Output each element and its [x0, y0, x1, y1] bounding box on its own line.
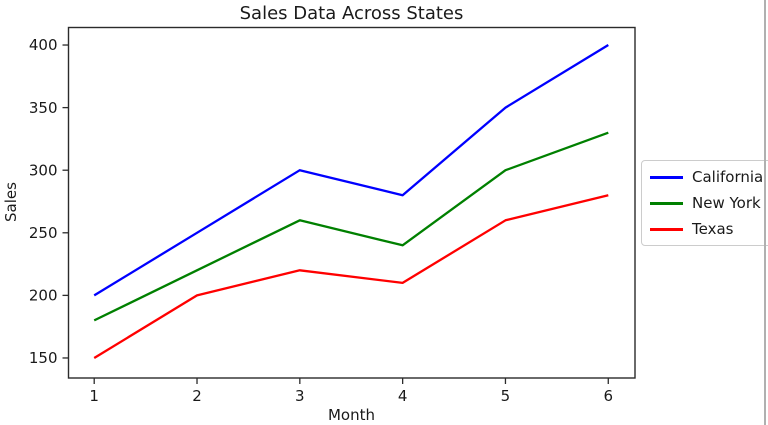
y-tick-label: 400 [29, 36, 58, 54]
y-tick-label: 150 [29, 349, 58, 367]
y-tick-label: 350 [29, 99, 58, 117]
legend: California New York Texas [641, 160, 768, 246]
legend-label: California [692, 168, 764, 186]
x-tick-label: 4 [398, 387, 408, 405]
legend-item: Texas [650, 216, 768, 242]
legend-item: New York [650, 190, 768, 216]
legend-label: New York [692, 194, 761, 212]
legend-label: Texas [692, 220, 734, 238]
x-axis-label: Month [327, 406, 375, 424]
line-series-texas [93, 194, 609, 359]
legend-line-swatch-texas [650, 227, 683, 231]
x-tick-label: 6 [603, 387, 613, 405]
axes-spines [67, 26, 636, 379]
chart-title: Sales Data Across States [239, 3, 464, 24]
y-axis-label: Sales [2, 182, 20, 222]
y-tick-label: 200 [29, 287, 58, 305]
y-tick-label: 300 [29, 161, 58, 179]
line-series-california [93, 44, 609, 297]
x-tick-label: 5 [501, 387, 511, 405]
x-tick-label: 1 [89, 387, 99, 405]
x-tick-label: 3 [295, 387, 305, 405]
x-tick-label: 2 [192, 387, 202, 405]
line-series-new-york [93, 131, 609, 322]
y-tick-label: 250 [29, 224, 58, 242]
window-edge-divider [764, 0, 766, 425]
legend-line-swatch-california [650, 175, 683, 179]
legend-item: California [650, 164, 768, 190]
legend-line-swatch-new-york [650, 201, 683, 205]
